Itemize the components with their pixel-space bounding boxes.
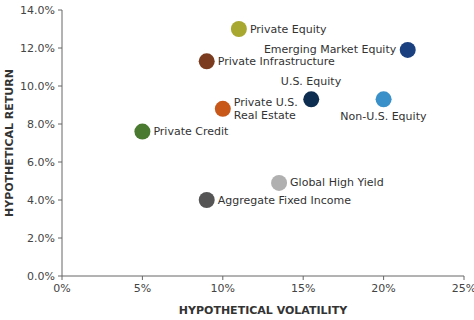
label-line: Global High Yield (290, 176, 384, 189)
y-tick (58, 162, 62, 163)
x-tick (464, 276, 465, 280)
point (231, 21, 247, 37)
chart: 0% 5% 10% 15% 20% 25% 0.0% 2.0% 4.0% 6.0% 8.0% 10.0… (0, 0, 474, 320)
point-label: Aggregate Fixed Income (218, 194, 352, 207)
y-axis-line (62, 10, 63, 276)
x-axis-line (62, 276, 464, 277)
y-tick (58, 48, 62, 49)
y-tick (58, 86, 62, 87)
y-tick-label: 14.0% (20, 4, 55, 17)
point-label: Private U.S.Real Estate (234, 96, 298, 122)
x-tick (303, 276, 304, 280)
x-tick (142, 276, 143, 280)
y-tick-label: 10.0% (20, 80, 55, 93)
point-label: Non-U.S. Equity (340, 110, 427, 123)
x-tick (222, 276, 223, 280)
point (199, 192, 215, 208)
label-line: Private Infrastructure (218, 55, 335, 68)
point (400, 42, 416, 58)
x-tick-label: 0% (53, 282, 70, 295)
x-tick-label: 5% (134, 282, 151, 295)
point-label: Private Equity (250, 23, 327, 36)
point-label: Private Credit (153, 125, 229, 138)
y-tick-label: 8.0% (27, 118, 55, 131)
y-tick (58, 200, 62, 201)
label-line: Emerging Market Equity (264, 43, 397, 56)
label-line: U.S. Equity (281, 75, 342, 88)
y-axis-label: HYPOTHETICAL RETURN (3, 69, 16, 217)
label-line: Private Credit (153, 125, 229, 138)
x-tick-label: 25% (452, 282, 474, 295)
point (376, 91, 392, 107)
label-line: Private Equity (250, 23, 327, 36)
point (303, 91, 319, 107)
y-tick (58, 124, 62, 125)
point-label: Global High Yield (290, 176, 384, 189)
y-tick-label: 2.0% (27, 232, 55, 245)
point (199, 53, 215, 69)
y-tick (58, 276, 62, 277)
x-tick-label: 20% (371, 282, 395, 295)
y-tick-label: 6.0% (27, 156, 55, 169)
y-tick-label: 4.0% (27, 194, 55, 207)
point-label: Emerging Market Equity (264, 43, 397, 56)
label-line: Non-U.S. Equity (340, 110, 427, 123)
x-tick-label: 10% (211, 282, 235, 295)
point (215, 101, 231, 117)
y-tick (58, 238, 62, 239)
x-tick (62, 276, 63, 280)
point (134, 124, 150, 140)
point (271, 175, 287, 191)
point-label: Private Infrastructure (218, 55, 335, 68)
label-line: Real Estate (234, 109, 296, 122)
y-tick-label: 0.0% (27, 270, 55, 283)
label-line: Aggregate Fixed Income (218, 194, 352, 207)
x-tick (383, 276, 384, 280)
point-label: U.S. Equity (281, 75, 342, 88)
y-tick (58, 10, 62, 11)
y-tick-label: 12.0% (20, 42, 55, 55)
x-axis-label: HYPOTHETICAL VOLATILITY (179, 304, 348, 317)
x-tick-label: 15% (291, 282, 315, 295)
label-line: Private U.S. (234, 96, 298, 109)
